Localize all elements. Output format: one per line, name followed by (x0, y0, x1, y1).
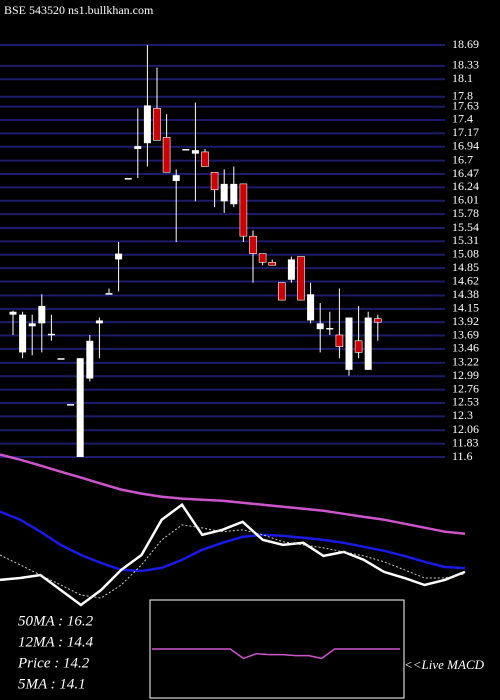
candle-body (86, 340, 94, 379)
y-tick-label: 11.83 (452, 435, 479, 449)
y-tick-label: 15.54 (452, 220, 479, 234)
y-tick-label: 14.85 (452, 260, 479, 274)
y-tick-label: 14.62 (452, 273, 479, 287)
y-tick-label: 17.8 (452, 88, 473, 102)
candle-body (373, 318, 382, 323)
candle-body (76, 358, 84, 457)
y-tick-label: 13.92 (452, 314, 479, 328)
candle-body (182, 149, 190, 151)
legend-entry: 50MA : 16.2 (18, 613, 94, 629)
legend-entry: 5MA : 14.1 (18, 676, 86, 692)
y-tick-label: 17.17 (452, 125, 479, 139)
y-tick-label: 16.7 (452, 152, 473, 166)
legend-entry: Price : 14.2 (17, 655, 90, 671)
candle-body (287, 259, 295, 280)
candle-body (354, 340, 363, 353)
candle-body (249, 235, 257, 254)
y-tick-label: 15.78 (452, 206, 479, 220)
y-tick-label: 12.53 (452, 395, 479, 409)
candle-body (307, 294, 315, 321)
candle-body (277, 282, 286, 301)
y-tick-label: 16.24 (452, 179, 479, 193)
candle-body (19, 314, 27, 353)
candle-body (57, 358, 65, 360)
candle-body (134, 146, 142, 150)
candle-body (124, 178, 132, 180)
candle-body (95, 320, 103, 324)
y-tick-label: 17.63 (452, 98, 479, 112)
macd-line (152, 648, 400, 660)
y-tick-label: 12.3 (452, 408, 473, 422)
candle-body (38, 305, 46, 324)
ma-line (0, 510, 466, 573)
candle-body (268, 262, 277, 266)
candle-body (153, 108, 161, 141)
candle-body (28, 323, 36, 327)
candle-body (297, 256, 305, 301)
y-tick-label: 13.46 (452, 341, 479, 355)
candle-body (326, 327, 334, 330)
candle-body (335, 334, 344, 347)
candle-body (201, 151, 209, 167)
ma-line (0, 502, 466, 607)
candle-body (316, 323, 324, 330)
y-tick-label: 18.1 (452, 71, 473, 85)
y-tick-label: 12.06 (452, 422, 479, 436)
y-tick-label: 14.38 (452, 287, 479, 301)
y-tick-label: 15.31 (452, 233, 479, 247)
macd-panel (149, 599, 405, 699)
candle-body (67, 404, 75, 406)
candle-body (230, 183, 238, 205)
candle-body (9, 311, 17, 315)
y-tick-label: 16.94 (452, 138, 479, 152)
y-tick-label: 17.4 (452, 112, 473, 126)
y-tick-label: 13.69 (452, 327, 479, 341)
ma-line (0, 453, 466, 536)
candle-body (172, 175, 180, 181)
candle-body (143, 105, 151, 144)
y-tick-label: 13.22 (452, 355, 479, 369)
y-tick-label: 15.08 (452, 247, 479, 261)
y-tick-label: 12.76 (452, 381, 479, 395)
candle-body (47, 333, 55, 336)
candle-body (105, 293, 113, 295)
candle-body (115, 253, 123, 260)
candle-body (345, 317, 353, 370)
candle-body (258, 253, 267, 263)
candle-body (191, 150, 199, 154)
y-tick-label: 16.47 (452, 166, 479, 180)
macd-label: <<Live MACD (404, 657, 485, 672)
y-tick-label: 11.6 (452, 449, 473, 463)
legend-entry: 12MA : 14.4 (18, 634, 94, 650)
y-tick-label: 18.69 (452, 37, 479, 51)
ma-line (0, 524, 466, 599)
candle-body (239, 183, 248, 237)
y-tick-label: 12.99 (452, 368, 479, 382)
candle-body (220, 183, 228, 202)
chart-title: BSE 543520 ns1.bullkhan.com (4, 3, 154, 17)
candle-body (364, 317, 372, 370)
y-tick-label: 14.15 (452, 301, 479, 315)
candle-body (210, 171, 219, 190)
y-tick-label: 16.01 (452, 192, 479, 206)
candle-body (162, 137, 171, 173)
y-tick-label: 18.33 (452, 58, 479, 72)
